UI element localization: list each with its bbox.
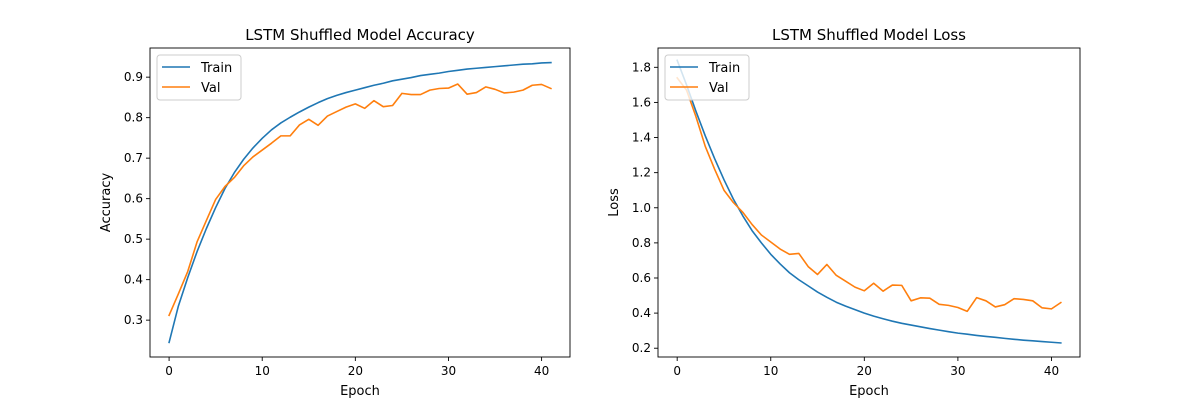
x-axis-label: Epoch	[849, 384, 889, 399]
series-line-train	[168, 61, 552, 344]
y-tick-label: 1.0	[632, 201, 651, 215]
y-tick-label: 0.5	[124, 232, 143, 246]
x-tick-label: 0	[165, 364, 173, 378]
y-tick-label: 0.7	[124, 151, 143, 165]
axes-frame	[657, 47, 1081, 358]
y-tick-label: 0.6	[124, 192, 143, 206]
y-tick-label: 0.3	[124, 313, 143, 327]
x-tick-label: 30	[950, 364, 965, 378]
series-line-val	[676, 76, 1062, 313]
y-tick-label: 0.6	[632, 271, 651, 285]
chart-title: LSTM Shuffled Model Loss	[772, 26, 966, 44]
x-tick-label: 40	[534, 364, 549, 378]
y-tick-label: 0.4	[632, 306, 651, 320]
legend-label-train: Train	[200, 61, 232, 76]
x-tick-label: 10	[255, 364, 270, 378]
y-axis-label: Loss	[607, 188, 622, 217]
legend: Train Val	[156, 54, 242, 101]
y-tick-label: 0.4	[124, 273, 143, 287]
legend: Train Val	[664, 54, 750, 101]
x-tick-label: 20	[348, 364, 363, 378]
y-tick-label: 0.8	[124, 111, 143, 125]
y-tick-label: 1.8	[632, 60, 651, 74]
y-tick-label: 1.4	[632, 131, 651, 145]
y-tick-label: 0.2	[632, 341, 651, 355]
x-tick-label: 30	[441, 364, 456, 378]
chart-title: LSTM Shuffled Model Accuracy	[245, 26, 475, 44]
legend-label-train: Train	[708, 61, 740, 76]
y-axis-label: Accuracy	[99, 173, 114, 233]
x-axis-label: Epoch	[340, 384, 380, 399]
axes-frame	[149, 47, 571, 358]
x-tick-label: 20	[857, 364, 872, 378]
y-tick-label: 1.6	[632, 95, 651, 109]
legend-label-val: Val	[709, 81, 728, 96]
y-tick-label: 0.9	[124, 70, 143, 84]
x-tick-label: 10	[763, 364, 778, 378]
chart-1: 0 10 20 30 40 0.3 0.4 0.5 0.6 0.7 0.8 0.9 LSTM Shuff…	[99, 26, 571, 399]
y-tick-label: 0.8	[632, 236, 651, 250]
legend-label-val: Val	[201, 81, 220, 96]
chart-2: 0 10 20 30 40 0.2 0.4 0.6 0.8 1.0 1.2 1.4 1.6 1.8 LSTM…	[607, 26, 1081, 399]
x-tick-label: 40	[1044, 364, 1059, 378]
series-line-train	[676, 59, 1062, 344]
series-line-val	[168, 83, 552, 317]
x-tick-label: 0	[673, 364, 681, 378]
y-tick-label: 1.2	[632, 166, 651, 180]
